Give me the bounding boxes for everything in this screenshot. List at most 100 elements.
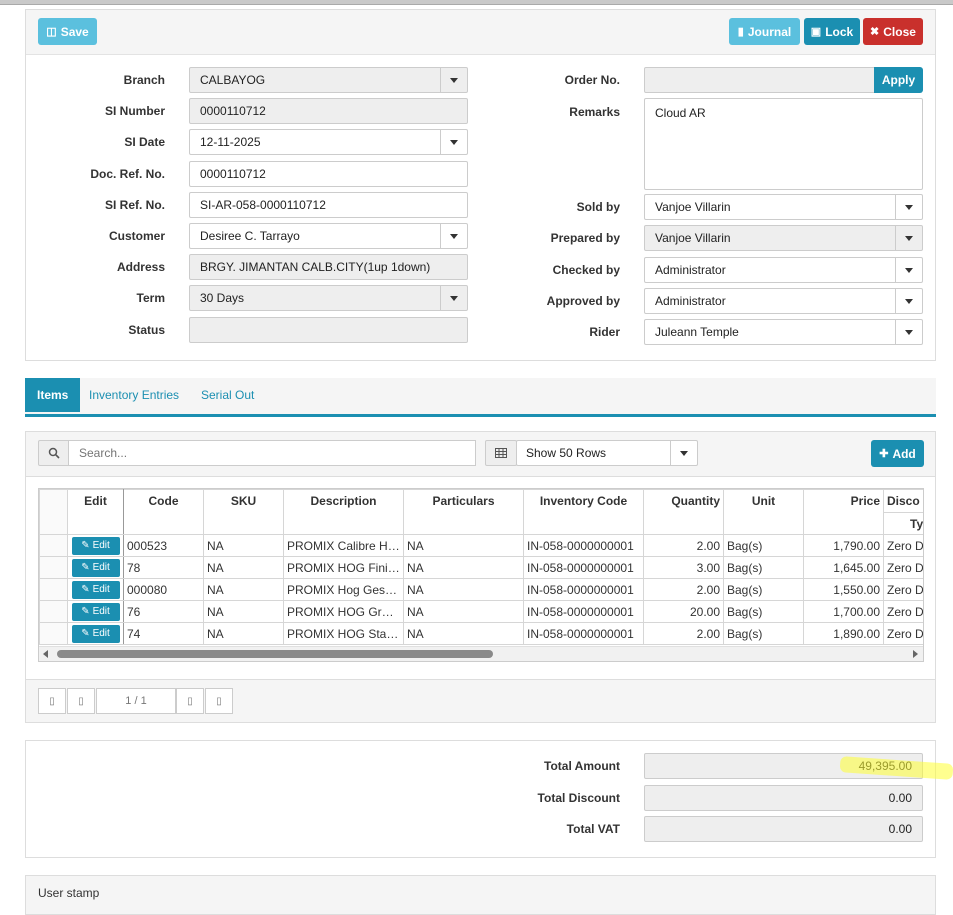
branch-select[interactable]: CALBAYOG — [189, 67, 468, 93]
tab-inventory-entries[interactable]: Inventory Entries — [89, 388, 180, 402]
rider-label: Rider — [589, 325, 620, 339]
apply-button[interactable]: Apply — [874, 67, 923, 93]
doc-ref-field[interactable]: 0000110712 — [189, 161, 468, 187]
si-date-picker[interactable]: 12-11-2025 — [189, 129, 468, 155]
save-button[interactable]: ◫ Save — [38, 18, 97, 45]
status-field[interactable] — [189, 317, 468, 343]
total-discount-field[interactable]: 0.00 — [644, 785, 923, 811]
next-page-button[interactable]: ▯ — [176, 688, 204, 714]
chevron-down-icon — [895, 320, 922, 344]
col-sku[interactable]: SKU — [203, 489, 284, 535]
remarks-textarea[interactable]: Cloud AR — [644, 98, 923, 190]
row-selector[interactable] — [39, 534, 68, 557]
col-quantity[interactable]: Quantity — [643, 489, 724, 535]
last-page-icon: ▯ — [216, 695, 222, 707]
cell-description: PROMIX HOG Grower — [283, 600, 404, 623]
cell-quantity: 20.00 — [643, 600, 724, 623]
cell-discount-type: Zero Dis — [883, 556, 923, 579]
detail-tabs: Items Inventory Entries Serial Out — [25, 378, 936, 417]
rider-select[interactable]: Juleann Temple — [644, 319, 923, 345]
search-icon — [48, 447, 60, 459]
table-row[interactable]: ✎ Edit 76 NA PROMIX HOG Grower NA IN-058-… — [39, 600, 923, 623]
edit-icon: ✎ — [81, 606, 90, 617]
lock-button[interactable]: ▣ Lock — [804, 18, 860, 45]
chevron-down-icon — [895, 195, 922, 219]
scroll-left-arrow-icon[interactable] — [43, 650, 48, 658]
row-selector[interactable] — [39, 556, 68, 579]
checked-by-select[interactable]: Administrator — [644, 257, 923, 283]
cell-sku: NA — [203, 556, 284, 579]
edit-row-button[interactable]: ✎ Edit — [71, 558, 120, 577]
customer-select[interactable]: Desiree C. Tarrayo — [189, 223, 468, 249]
cell-code: 76 — [123, 600, 204, 623]
prev-page-button[interactable]: ▯ — [67, 688, 95, 714]
scrollbar-thumb[interactable] — [57, 650, 493, 658]
table-row[interactable]: ✎Edit 000523 NA PROMIX Calibre Hog Growe… — [39, 534, 923, 557]
chevron-down-icon — [895, 258, 922, 282]
cell-particulars: NA — [403, 622, 524, 645]
prev-page-icon: ▯ — [78, 695, 84, 707]
approved-by-label: Approved by — [546, 294, 620, 308]
col-particulars[interactable]: Particulars — [403, 489, 524, 535]
edit-row-button[interactable]: ✎ Edit — [71, 580, 120, 599]
col-unit[interactable]: Unit — [723, 489, 804, 535]
col-inventory-code[interactable]: Inventory Code — [523, 489, 644, 535]
cell-price: 1,550.00 — [803, 578, 884, 601]
cell-quantity: 2.00 — [643, 578, 724, 601]
row-selector[interactable] — [39, 578, 68, 601]
horizontal-scrollbar[interactable] — [39, 646, 923, 661]
journal-button[interactable]: ▮ Journal — [729, 18, 800, 45]
term-select[interactable]: 30 Days — [189, 285, 468, 311]
cell-code: 000080 — [123, 578, 204, 601]
tab-serial-out[interactable]: Serial Out — [201, 388, 255, 402]
si-ref-field[interactable]: SI-AR-058-0000110712 — [189, 192, 468, 218]
table-row[interactable]: ✎ Edit 78 NA PROMIX HOG Finisher NA IN-05… — [39, 556, 923, 579]
total-amount-field[interactable]: 49,395.00 — [644, 753, 923, 779]
close-button[interactable]: ✖ Close — [863, 18, 923, 45]
order-no-field[interactable] — [644, 67, 876, 93]
cell-quantity: 2.00 — [643, 622, 724, 645]
col-edit[interactable]: Edit — [67, 489, 124, 535]
total-amount-label: Total Amount — [544, 759, 620, 773]
first-page-button[interactable]: ▯ — [38, 688, 66, 714]
search-input[interactable] — [68, 440, 476, 466]
edit-row-button[interactable]: ✎ Edit — [71, 624, 120, 643]
approved-by-select[interactable]: Administrator — [644, 288, 923, 314]
search-addon — [38, 440, 69, 466]
cell-unit: Bag(s) — [723, 578, 804, 601]
cell-price: 1,890.00 — [803, 622, 884, 645]
col-discount-type[interactable]: Typ — [883, 512, 923, 535]
total-discount-label: Total Discount — [537, 791, 620, 805]
edit-row-button[interactable]: ✎ Edit — [71, 536, 120, 555]
prepared-by-select[interactable]: Vanjoe Villarin — [644, 225, 923, 251]
col-discount[interactable]: Disco — [883, 489, 923, 513]
cell-unit: Bag(s) — [723, 534, 804, 557]
row-selector[interactable] — [39, 600, 68, 623]
cell-particulars: NA — [403, 600, 524, 623]
address-field[interactable]: BRGY. JIMANTAN CALB.CITY(1up 1down) — [189, 254, 468, 280]
checked-by-label: Checked by — [552, 263, 620, 277]
add-item-button[interactable]: ✚ Add — [871, 440, 924, 467]
col-description[interactable]: Description — [283, 489, 404, 535]
first-page-icon: ▯ — [49, 695, 55, 707]
row-selector[interactable] — [39, 622, 68, 645]
col-code[interactable]: Code — [123, 489, 204, 535]
scroll-right-arrow-icon[interactable] — [913, 650, 918, 658]
table-row[interactable]: ✎ Edit 74 NA PROMIX HOG Starter NA IN-058… — [39, 622, 923, 645]
sold-by-select[interactable]: Vanjoe Villarin — [644, 194, 923, 220]
edit-row-button[interactable]: ✎ Edit — [71, 602, 120, 621]
last-page-button[interactable]: ▯ — [205, 688, 233, 714]
cell-quantity: 3.00 — [643, 556, 724, 579]
items-table: Edit Code SKU Description Particulars In… — [39, 489, 923, 645]
customer-label: Customer — [108, 229, 165, 243]
col-price[interactable]: Price — [803, 489, 884, 535]
cell-inventory-code: IN-058-0000000001 — [523, 578, 644, 601]
tab-items[interactable]: Items — [25, 378, 81, 412]
cell-particulars: NA — [403, 534, 524, 557]
cell-description: PROMIX Calibre Hog Grower — [283, 534, 404, 557]
total-vat-field[interactable]: 0.00 — [644, 816, 923, 842]
rows-per-page-select[interactable]: Show 50 Rows — [516, 440, 698, 466]
table-row[interactable]: ✎ Edit 000080 NA PROMIX Hog Gestating NA … — [39, 578, 923, 601]
si-number-field[interactable]: 0000110712 — [189, 98, 468, 124]
cell-price: 1,790.00 — [803, 534, 884, 557]
